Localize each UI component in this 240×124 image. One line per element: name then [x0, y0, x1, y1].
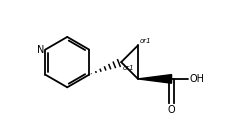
Text: or1: or1 [139, 38, 151, 44]
Text: OH: OH [190, 74, 204, 84]
Text: or1: or1 [122, 65, 134, 71]
Text: O: O [168, 105, 175, 115]
Polygon shape [138, 75, 172, 83]
Text: N: N [37, 45, 45, 55]
